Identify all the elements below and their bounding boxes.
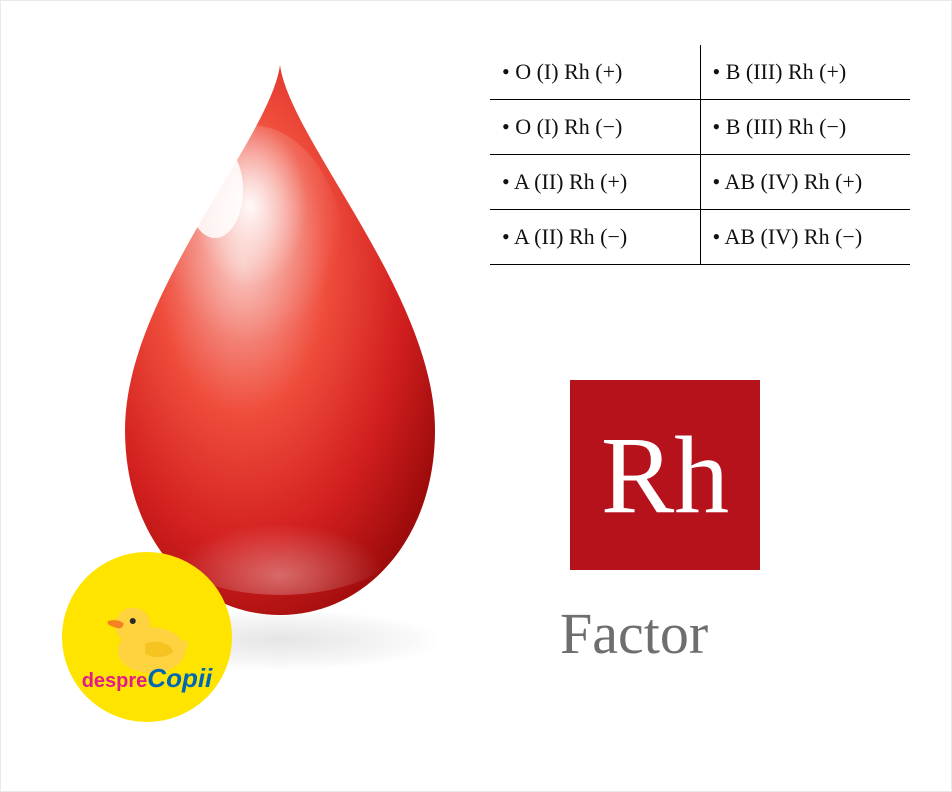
cell-label: AB (IV) Rh (−) <box>725 224 863 249</box>
bullet-icon: • <box>502 224 510 249</box>
cell-label: O (I) Rh (−) <box>515 114 622 139</box>
table-cell: • B (III) Rh (−) <box>700 100 910 155</box>
cell-label: B (III) Rh (+) <box>726 59 847 84</box>
cell-label: A (II) Rh (+) <box>514 169 627 194</box>
table-cell: • A (II) Rh (+) <box>490 155 700 210</box>
bullet-icon: • <box>713 169 721 194</box>
blood-type-table: • O (I) Rh (+) • B (III) Rh (+) • O (I) … <box>490 45 910 265</box>
blood-drop <box>90 60 470 620</box>
cell-label: O (I) Rh (+) <box>515 59 622 84</box>
table-cell: • AB (IV) Rh (−) <box>700 210 910 265</box>
table-cell: • O (I) Rh (+) <box>490 45 700 100</box>
table-cell: • O (I) Rh (−) <box>490 100 700 155</box>
factor-label: Factor <box>560 600 708 667</box>
rh-badge-text: Rh <box>601 420 729 530</box>
table-cell: • A (II) Rh (−) <box>490 210 700 265</box>
cell-label: AB (IV) Rh (+) <box>725 169 863 194</box>
bullet-icon: • <box>502 59 510 84</box>
bullet-icon: • <box>713 224 721 249</box>
table-row: • A (II) Rh (+) • AB (IV) Rh (+) <box>490 155 910 210</box>
table-body: • O (I) Rh (+) • B (III) Rh (+) • O (I) … <box>490 45 910 265</box>
brand-prefix: despre <box>82 670 148 692</box>
bullet-icon: • <box>713 114 721 139</box>
brand-main: Copii <box>147 663 212 693</box>
rh-badge: Rh <box>570 380 760 570</box>
bullet-icon: • <box>713 59 721 84</box>
bullet-icon: • <box>502 169 510 194</box>
cell-label: B (III) Rh (−) <box>726 114 847 139</box>
blood-drop-svg <box>90 60 470 620</box>
table-row: • A (II) Rh (−) • AB (IV) Rh (−) <box>490 210 910 265</box>
brand-text: despreCopii <box>62 663 232 694</box>
table-row: • O (I) Rh (+) • B (III) Rh (+) <box>490 45 910 100</box>
brand-badge: despreCopii <box>62 552 232 722</box>
infographic-canvas: • O (I) Rh (+) • B (III) Rh (+) • O (I) … <box>0 0 952 792</box>
bullet-icon: • <box>502 114 510 139</box>
cell-label: A (II) Rh (−) <box>514 224 627 249</box>
table-cell: • B (III) Rh (+) <box>700 45 910 100</box>
table-row: • O (I) Rh (−) • B (III) Rh (−) <box>490 100 910 155</box>
table-cell: • AB (IV) Rh (+) <box>700 155 910 210</box>
